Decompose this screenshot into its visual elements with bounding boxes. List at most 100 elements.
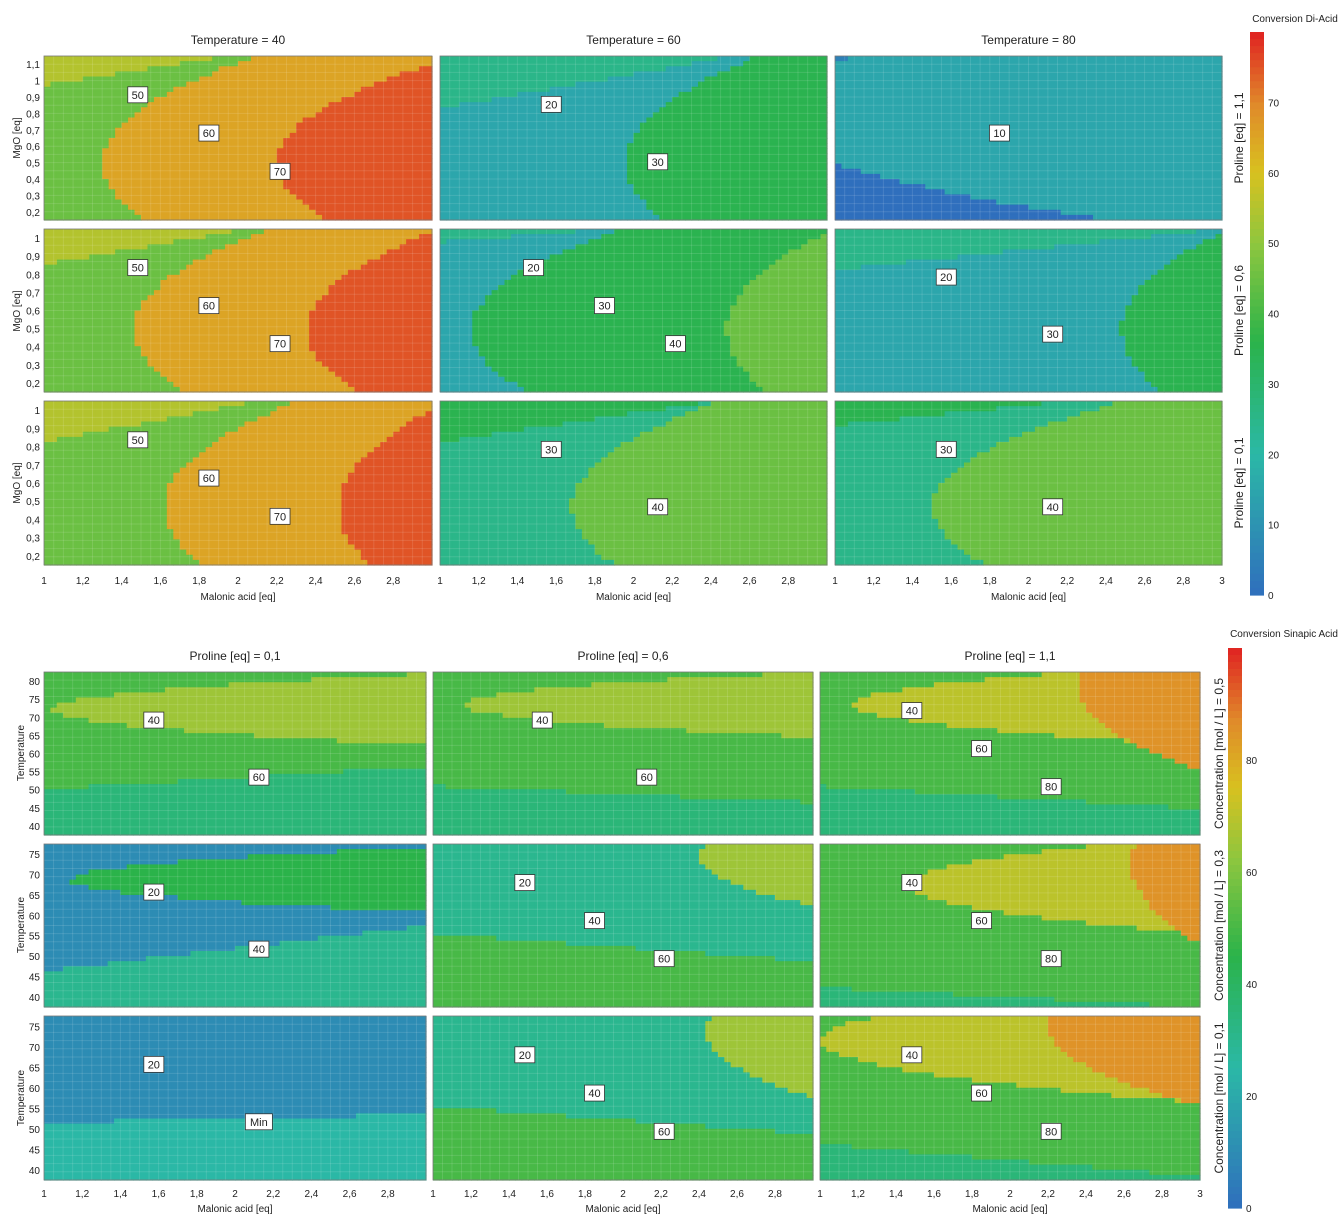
contour-cell (575, 66, 583, 72)
contour-cell (614, 189, 622, 195)
contour-cell (315, 209, 323, 216)
contour-cell (153, 163, 161, 170)
contour-cell (749, 86, 757, 93)
contour-cell (44, 61, 52, 67)
contour-cell (335, 148, 343, 154)
contour-cell (95, 97, 103, 103)
contour-cell (160, 86, 168, 93)
contour-cell (69, 204, 77, 211)
contour-cell (296, 189, 304, 195)
contour-cell (270, 127, 278, 134)
contour-cell (931, 168, 939, 175)
contour-cell (1009, 86, 1017, 93)
contour-cell (931, 66, 939, 72)
contour-cell (373, 168, 381, 175)
contour-cell (218, 158, 226, 165)
contour-cell (257, 214, 265, 221)
contour-cell (212, 173, 220, 180)
contour-cell (69, 138, 77, 144)
contour-cell (594, 76, 602, 83)
contour-cell (710, 76, 718, 83)
contour-cell (931, 122, 939, 129)
contour-cell (335, 117, 343, 124)
contour-cell (225, 127, 233, 134)
contour-cell (69, 184, 77, 190)
contour-cell (931, 148, 939, 154)
contour-cell (970, 117, 978, 124)
contour-cell (173, 132, 181, 139)
contour-cell (218, 189, 226, 195)
contour-cell (931, 127, 939, 134)
contour-cell (212, 97, 220, 103)
contour-cell (276, 204, 284, 211)
contour-cell (225, 199, 233, 206)
contour-cell (322, 117, 330, 124)
contour-cell (989, 107, 997, 113)
contour-cell (652, 209, 660, 216)
contour-cell (76, 132, 84, 139)
contour-cell (108, 132, 116, 139)
contour-cell (478, 199, 486, 206)
contour-cell (257, 86, 265, 93)
contour-cell (121, 173, 129, 180)
contour-cell (393, 204, 401, 211)
contour-cell (56, 71, 64, 78)
contour-cell (166, 117, 174, 124)
contour-cell (231, 81, 239, 88)
contour-cell (160, 204, 168, 211)
contour-cell (373, 179, 381, 185)
contour-cell (302, 56, 310, 62)
contour-cell (244, 66, 252, 72)
contour-cell (250, 143, 258, 149)
contour-cell (594, 148, 602, 154)
contour-cell (69, 189, 77, 195)
contour-cell (270, 76, 278, 83)
contour-cell (166, 163, 174, 170)
contour-cell (238, 132, 246, 139)
contour-cell (186, 158, 194, 165)
contour-cell (893, 81, 901, 88)
contour-cell (536, 117, 544, 124)
contour-cell (1028, 76, 1036, 83)
contour-cell (186, 107, 194, 113)
contour-cell (56, 163, 64, 170)
contour-cell (141, 179, 149, 185)
contour-cell (302, 117, 310, 124)
contour-cell (147, 117, 155, 124)
contour-cell (89, 102, 97, 108)
contour-cell (322, 97, 330, 103)
contour-cell (309, 102, 317, 108)
contour-cell (425, 148, 433, 154)
contour-cell (354, 179, 362, 185)
contour-cell (212, 76, 220, 83)
contour-cell (63, 153, 71, 160)
contour-cell (873, 107, 881, 113)
contour-cell (296, 127, 304, 134)
contour-cell (141, 117, 149, 124)
contour-cell (354, 81, 362, 88)
contour-cell (147, 143, 155, 149)
contour-cell (970, 107, 978, 113)
contour-cell (393, 189, 401, 195)
contour-cell (179, 143, 187, 149)
contour-cell (373, 117, 381, 124)
contour-cell (1009, 127, 1017, 134)
contour-cell (614, 56, 622, 62)
contour-cell (160, 117, 168, 124)
contour-cell (373, 81, 381, 88)
contour-cell (95, 173, 103, 180)
contour-cell (186, 204, 194, 211)
contour-cell (1028, 97, 1036, 103)
contour-cell (128, 143, 136, 149)
contour-cell (393, 199, 401, 206)
contour-cell (186, 184, 194, 190)
contour-cell (95, 117, 103, 124)
contour-cell (115, 138, 123, 144)
contour-cell (63, 148, 71, 154)
contour-cell (199, 204, 207, 211)
contour-cell (393, 117, 401, 124)
contour-cell (218, 117, 226, 124)
contour-cell (710, 179, 718, 185)
